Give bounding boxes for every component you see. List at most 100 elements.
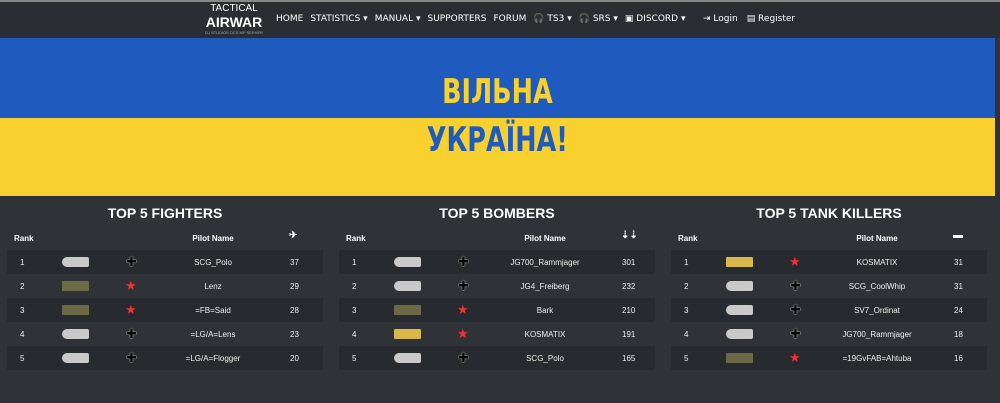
rank-shoulder-board-icon	[62, 353, 89, 363]
register-link[interactable]: ▤ Register	[746, 14, 796, 24]
table-title: TOP 5 TANK KILLERS	[756, 205, 902, 221]
stat-value: 20	[290, 354, 299, 363]
logo-top: TACTICAL	[210, 3, 258, 14]
table-row[interactable]: 3 ★ =FB=Said 28	[7, 298, 323, 322]
table-row[interactable]: 5 ★ =19GvFAB=Ahtuba 16	[671, 346, 987, 370]
red-star-icon: ★	[789, 254, 801, 269]
pilot-name[interactable]: Lenz	[204, 282, 222, 291]
rank-header: Rank	[678, 234, 698, 243]
balkenkreuz-icon: ✚	[126, 350, 137, 365]
rank: 3	[352, 306, 357, 315]
ukraine-banner: ВІЛЬНА УКРАЇНА!	[0, 38, 995, 196]
rank: 2	[684, 282, 689, 291]
banner-yellow-stripe	[0, 118, 995, 196]
navbar: TACTICAL AIRWAR DJ STUDIOS DCS MP SERVER…	[0, 0, 1000, 38]
rank: 3	[684, 306, 689, 315]
table-row[interactable]: 3 ★ Bark 210	[339, 298, 655, 322]
table-row[interactable]: 4 ★ KOSMATIX 191	[339, 322, 655, 346]
pilot-name-header: Pilot Name	[856, 234, 898, 243]
rank: 5	[352, 354, 357, 363]
stat-value: 31	[954, 282, 963, 291]
rank: 1	[684, 258, 689, 267]
fighter-plane-icon: ✈	[289, 230, 298, 241]
login-link[interactable]: ⇥ Login	[703, 14, 738, 24]
pilot-name[interactable]: JG4_Freiberg	[520, 282, 570, 291]
nav-forum[interactable]: FORUM	[493, 14, 527, 24]
nav-manual[interactable]: MANUAL ▾	[374, 14, 421, 24]
site-logo[interactable]: TACTICAL AIRWAR DJ STUDIOS DCS MP SERVER	[200, 3, 268, 35]
balkenkreuz-icon: ✚	[458, 278, 469, 293]
nav-supporters[interactable]: SUPPORTERS	[427, 14, 487, 24]
rank: 5	[684, 354, 689, 363]
table-row[interactable]: 1 ✚ SCG_Polo 37	[7, 250, 323, 274]
table-row[interactable]: 5 ✚ =LG/A=Flogger 20	[7, 346, 323, 370]
nav-statistics[interactable]: STATISTICS ▾	[310, 14, 368, 24]
red-star-icon: ★	[125, 278, 137, 293]
table-row[interactable]: 3 ✚ SV7_Ordinat 24	[671, 298, 987, 322]
rank: 4	[352, 330, 357, 339]
rank: 3	[20, 306, 25, 315]
rank-shoulder-board-icon	[726, 281, 753, 291]
balkenkreuz-icon: ✚	[790, 278, 801, 293]
stat-value: 18	[954, 330, 963, 339]
stat-value: 232	[622, 282, 636, 291]
pilot-name[interactable]: SCG_Polo	[526, 354, 564, 363]
rank-shoulder-board-icon	[62, 329, 89, 339]
table-row[interactable]: 1 ✚ JG700_Rammjager 301	[339, 250, 655, 274]
rank-shoulder-board-icon	[394, 329, 421, 339]
account-links: ⇥ Login ▤ Register	[703, 14, 795, 25]
red-star-icon: ★	[457, 326, 469, 341]
pilot-name[interactable]: =LG/A=Lens	[190, 330, 236, 339]
stat-value: 31	[954, 258, 963, 267]
pilot-name[interactable]: =19GvFAB=Ahtuba	[842, 354, 912, 363]
tank-icon: ▬	[953, 230, 963, 241]
logo-main: AIRWAR	[205, 14, 263, 30]
rank: 5	[20, 354, 25, 363]
stat-value: 24	[954, 306, 963, 315]
nav-discord[interactable]: ▣ DISCORD ▾	[624, 14, 686, 24]
pilot-name[interactable]: =FB=Said	[195, 306, 231, 315]
top5-table: TOP 5 TANK KILLERS Rank Pilot Name ▬ 1 ★…	[671, 204, 987, 370]
pilot-name[interactable]: =LG/A=Flogger	[185, 354, 241, 363]
pilot-name[interactable]: KOSMATIX	[524, 330, 566, 339]
rank: 1	[352, 258, 357, 267]
rank-shoulder-board-icon	[62, 257, 89, 267]
table-row[interactable]: 2 ★ Lenz 29	[7, 274, 323, 298]
rank: 4	[684, 330, 689, 339]
pilot-name[interactable]: JG700_Rammjager	[842, 330, 912, 339]
pilot-name-header: Pilot Name	[524, 234, 566, 243]
table-header: Rank Pilot Name ⇣⇣	[339, 224, 655, 250]
top5-table: TOP 5 BOMBERS Rank Pilot Name ⇣⇣ 1 ✚ JG7…	[339, 204, 655, 370]
rank-shoulder-board-icon	[726, 257, 753, 267]
table-row[interactable]: 4 ✚ =LG/A=Lens 23	[7, 322, 323, 346]
table-row[interactable]: 2 ✚ JG4_Freiberg 232	[339, 274, 655, 298]
pilot-name[interactable]: SV7_Ordinat	[854, 306, 900, 315]
stat-value: 210	[622, 306, 636, 315]
banner-line1: ВІЛЬНА	[442, 72, 553, 112]
pilot-name[interactable]: Bark	[536, 306, 554, 315]
table-row[interactable]: 2 ✚ SCG_CoolWhip 31	[671, 274, 987, 298]
stat-value: 191	[622, 330, 636, 339]
rank-shoulder-board-icon	[726, 329, 753, 339]
logo-sub: DJ STUDIOS DCS MP SERVER	[205, 30, 263, 35]
rank-shoulder-board-icon	[394, 257, 421, 267]
table-row[interactable]: 4 ✚ JG700_Rammjager 18	[671, 322, 987, 346]
stat-value: 29	[290, 282, 299, 291]
nav-home[interactable]: HOME	[276, 14, 304, 24]
pilot-name[interactable]: SCG_Polo	[194, 258, 232, 267]
balkenkreuz-icon: ✚	[126, 254, 137, 269]
table-row[interactable]: 1 ★ KOSMATIX 31	[671, 250, 987, 274]
pilot-name[interactable]: JG700_Rammjager	[510, 258, 580, 267]
stat-value: 165	[622, 354, 636, 363]
bombs-icon: ⇣⇣	[621, 230, 638, 241]
nav-ts3[interactable]: 🎧 TS3 ▾	[533, 14, 572, 24]
table-header: Rank Pilot Name ▬	[671, 224, 987, 250]
table-row[interactable]: 5 ✚ SCG_Polo 165	[339, 346, 655, 370]
nav-srs[interactable]: 🎧 SRS ▾	[578, 14, 618, 24]
rank-header: Rank	[14, 234, 34, 243]
pilot-name[interactable]: KOSMATIX	[856, 258, 898, 267]
balkenkreuz-icon: ✚	[126, 326, 137, 341]
red-star-icon: ★	[125, 302, 137, 317]
banner-blue-stripe	[0, 38, 995, 118]
pilot-name[interactable]: SCG_CoolWhip	[848, 282, 906, 291]
